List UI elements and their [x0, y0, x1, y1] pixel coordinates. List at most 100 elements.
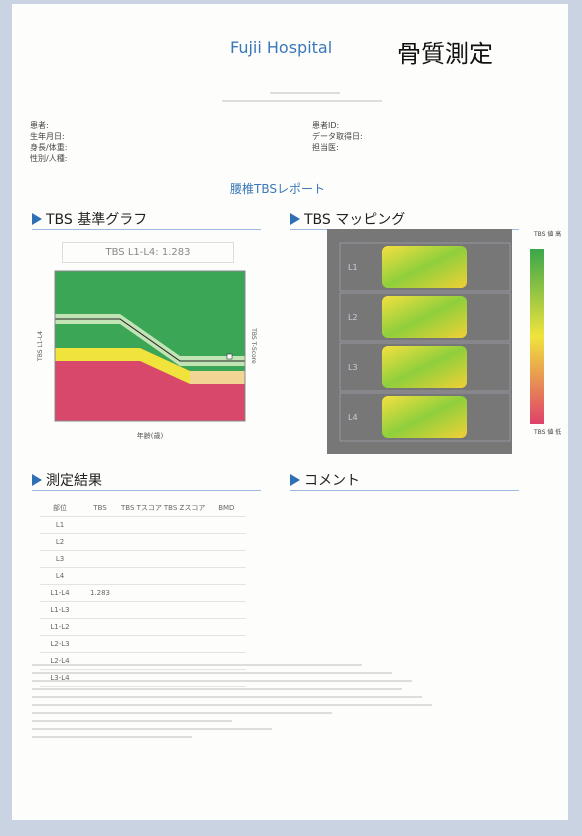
- cell: [206, 652, 247, 670]
- y-axis-label: TBS L1-L4: [37, 331, 44, 362]
- roi-box: [339, 242, 511, 292]
- cell: [120, 550, 163, 568]
- roi-box: [339, 392, 511, 442]
- legend-high: TBS 値 高: [533, 230, 561, 238]
- patient-field: 生年月日:: [30, 132, 65, 141]
- patient-field: 患者ID:: [312, 121, 340, 130]
- cell: [120, 618, 163, 636]
- reference-graph: 年齢(歳) TBS L1-L4 TBS T-Score: [37, 270, 257, 440]
- cell: L4: [40, 567, 80, 585]
- cell: L1-L3: [40, 601, 80, 619]
- result-row: L2-L4: [40, 652, 247, 670]
- patient-field: データ取得日:: [312, 132, 363, 141]
- cell: [162, 567, 207, 585]
- plot-frame: [54, 270, 246, 422]
- footer-line: [32, 720, 232, 722]
- cell: [206, 601, 247, 619]
- result-row: L1-L2: [40, 618, 247, 636]
- vertebra: [382, 246, 467, 288]
- cell: [80, 533, 120, 551]
- vertebra: [382, 396, 467, 438]
- cell: [162, 635, 207, 653]
- result-row: L2: [40, 533, 247, 551]
- tbs-result: TBS L1-L4: 1.283: [62, 242, 234, 263]
- cell: [120, 652, 163, 670]
- legend-low: TBS 値 低: [533, 428, 561, 436]
- footer-line: [32, 672, 392, 674]
- cell: [206, 584, 247, 602]
- footer-line: [32, 712, 332, 714]
- x-axis-label: 年齢(歳): [137, 431, 164, 440]
- vertebra-label: L4: [348, 413, 358, 422]
- results-heading: 測定結果: [32, 470, 261, 491]
- comment-heading: コメント: [290, 470, 519, 491]
- patient-fields-right: 患者ID: データ取得日: 担当医:: [312, 120, 363, 153]
- cell: [206, 516, 247, 534]
- patient-field: 担当医:: [312, 143, 339, 152]
- cell: L1-L2: [40, 618, 80, 636]
- column-header: 部位: [40, 500, 80, 517]
- cell: [120, 533, 163, 551]
- cell: L2-L3: [40, 635, 80, 653]
- cell: [80, 550, 120, 568]
- result-row: L1-L4 1.283: [40, 584, 247, 602]
- vertebra: [382, 346, 467, 388]
- result-row: L4: [40, 567, 247, 585]
- y2-axis-label: TBS T-Score: [250, 327, 257, 364]
- cell: [80, 635, 120, 653]
- hospital-name: Fujii Hospital: [230, 38, 333, 57]
- reference-line: [55, 318, 245, 362]
- vertebra-label: L3: [348, 363, 358, 372]
- cell: L2: [40, 533, 80, 551]
- roi-box: [339, 342, 511, 392]
- column-header: TBS: [80, 500, 120, 517]
- color-bar: [530, 249, 544, 424]
- column-header: TBS Tスコア: [120, 500, 163, 517]
- cell: [206, 567, 247, 585]
- cell: [206, 550, 247, 568]
- footer-line: [32, 728, 272, 730]
- cell: [120, 635, 163, 653]
- graph-heading: TBS 基準グラフ: [32, 209, 261, 230]
- patient-field: 身長/体重:: [30, 143, 68, 152]
- cell: [206, 618, 247, 636]
- tbs-map: L1 L2 L3 L4 TBS 値 高 TBS 値 低: [327, 229, 561, 454]
- patient-field: 性別/人種:: [30, 154, 68, 163]
- header-row: 部位 TBS TBS Tスコア TBS Zスコア BMD: [40, 500, 247, 517]
- cell: L3: [40, 550, 80, 568]
- cell: L1-L4: [40, 584, 80, 602]
- cell: [120, 601, 163, 619]
- report-page: Fujii Hospital 骨質測定 患者: 生年月日: 身長/体重: 性別/人種:…: [12, 4, 568, 820]
- cell: [80, 652, 120, 670]
- roi-box: [339, 292, 511, 342]
- cell: 1.283: [80, 584, 120, 602]
- vertebra-label: L2: [348, 313, 358, 322]
- cell: [162, 516, 207, 534]
- result-row: L3: [40, 550, 247, 568]
- cell: [80, 516, 120, 534]
- cell: [80, 567, 120, 585]
- column-header: TBS Zスコア: [162, 500, 207, 517]
- footer-line: [32, 704, 432, 706]
- results-table: 部位 TBS TBS Tスコア TBS Zスコア BMD L1 L2 L3 L4 L1-L4 1.2…: [40, 500, 247, 687]
- cell: [162, 550, 207, 568]
- reference-band: [190, 371, 245, 384]
- cell: [162, 652, 207, 670]
- cell: [120, 567, 163, 585]
- report-title: 腰椎TBSレポート: [230, 182, 325, 196]
- cell: L2-L4: [40, 652, 80, 670]
- cell: [80, 601, 120, 619]
- column-header: BMD: [206, 500, 247, 517]
- address-line: [270, 92, 340, 94]
- vertebra-label: L1: [348, 263, 358, 272]
- footer-line: [32, 664, 362, 666]
- cell: L1: [40, 516, 80, 534]
- cell: [162, 601, 207, 619]
- result-row: L1: [40, 516, 247, 534]
- cell: [80, 618, 120, 636]
- patient-point: [226, 353, 233, 360]
- cell: [162, 584, 207, 602]
- footer-line: [32, 680, 412, 682]
- footer-line: [32, 696, 422, 698]
